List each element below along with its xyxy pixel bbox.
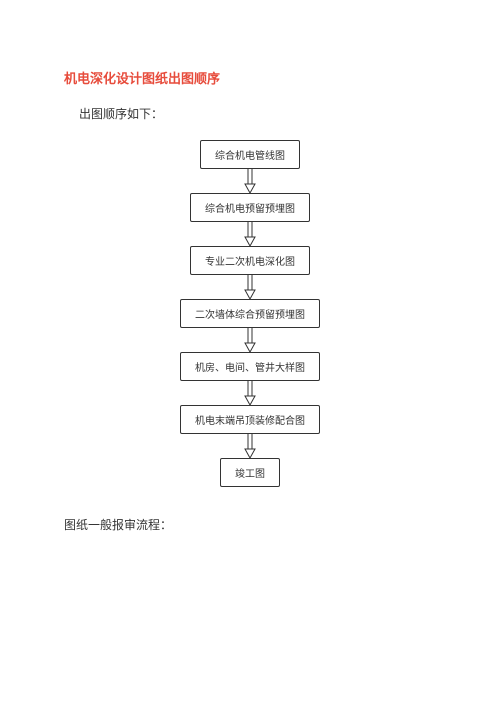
arrow-icon bbox=[244, 169, 256, 193]
page-title: 机电深化设计图纸出图顺序 bbox=[64, 68, 220, 87]
arrow-icon bbox=[244, 328, 256, 352]
arrow-icon bbox=[244, 434, 256, 458]
flowchart-node: 综合机电预留预埋图 bbox=[190, 193, 310, 222]
flowchart-node: 机房、电间、管井大样图 bbox=[180, 352, 320, 381]
flowchart-node: 竣工图 bbox=[220, 458, 280, 487]
flowchart-node: 机电末端吊顶装修配合图 bbox=[180, 405, 320, 434]
flowchart-container: 综合机电管线图 综合机电预留预埋图 专业二次机电深化图 二次墙体综合预留预埋图 … bbox=[180, 140, 320, 487]
subtitle-text: 出图顺序如下： bbox=[79, 105, 163, 122]
arrow-icon bbox=[244, 275, 256, 299]
flowchart-node: 综合机电管线图 bbox=[200, 140, 300, 169]
flowchart-node: 专业二次机电深化图 bbox=[190, 246, 310, 275]
subtitle2-text: 图纸一般报审流程： bbox=[64, 516, 172, 533]
arrow-icon bbox=[244, 381, 256, 405]
flowchart-node: 二次墙体综合预留预埋图 bbox=[180, 299, 320, 328]
arrow-icon bbox=[244, 222, 256, 246]
